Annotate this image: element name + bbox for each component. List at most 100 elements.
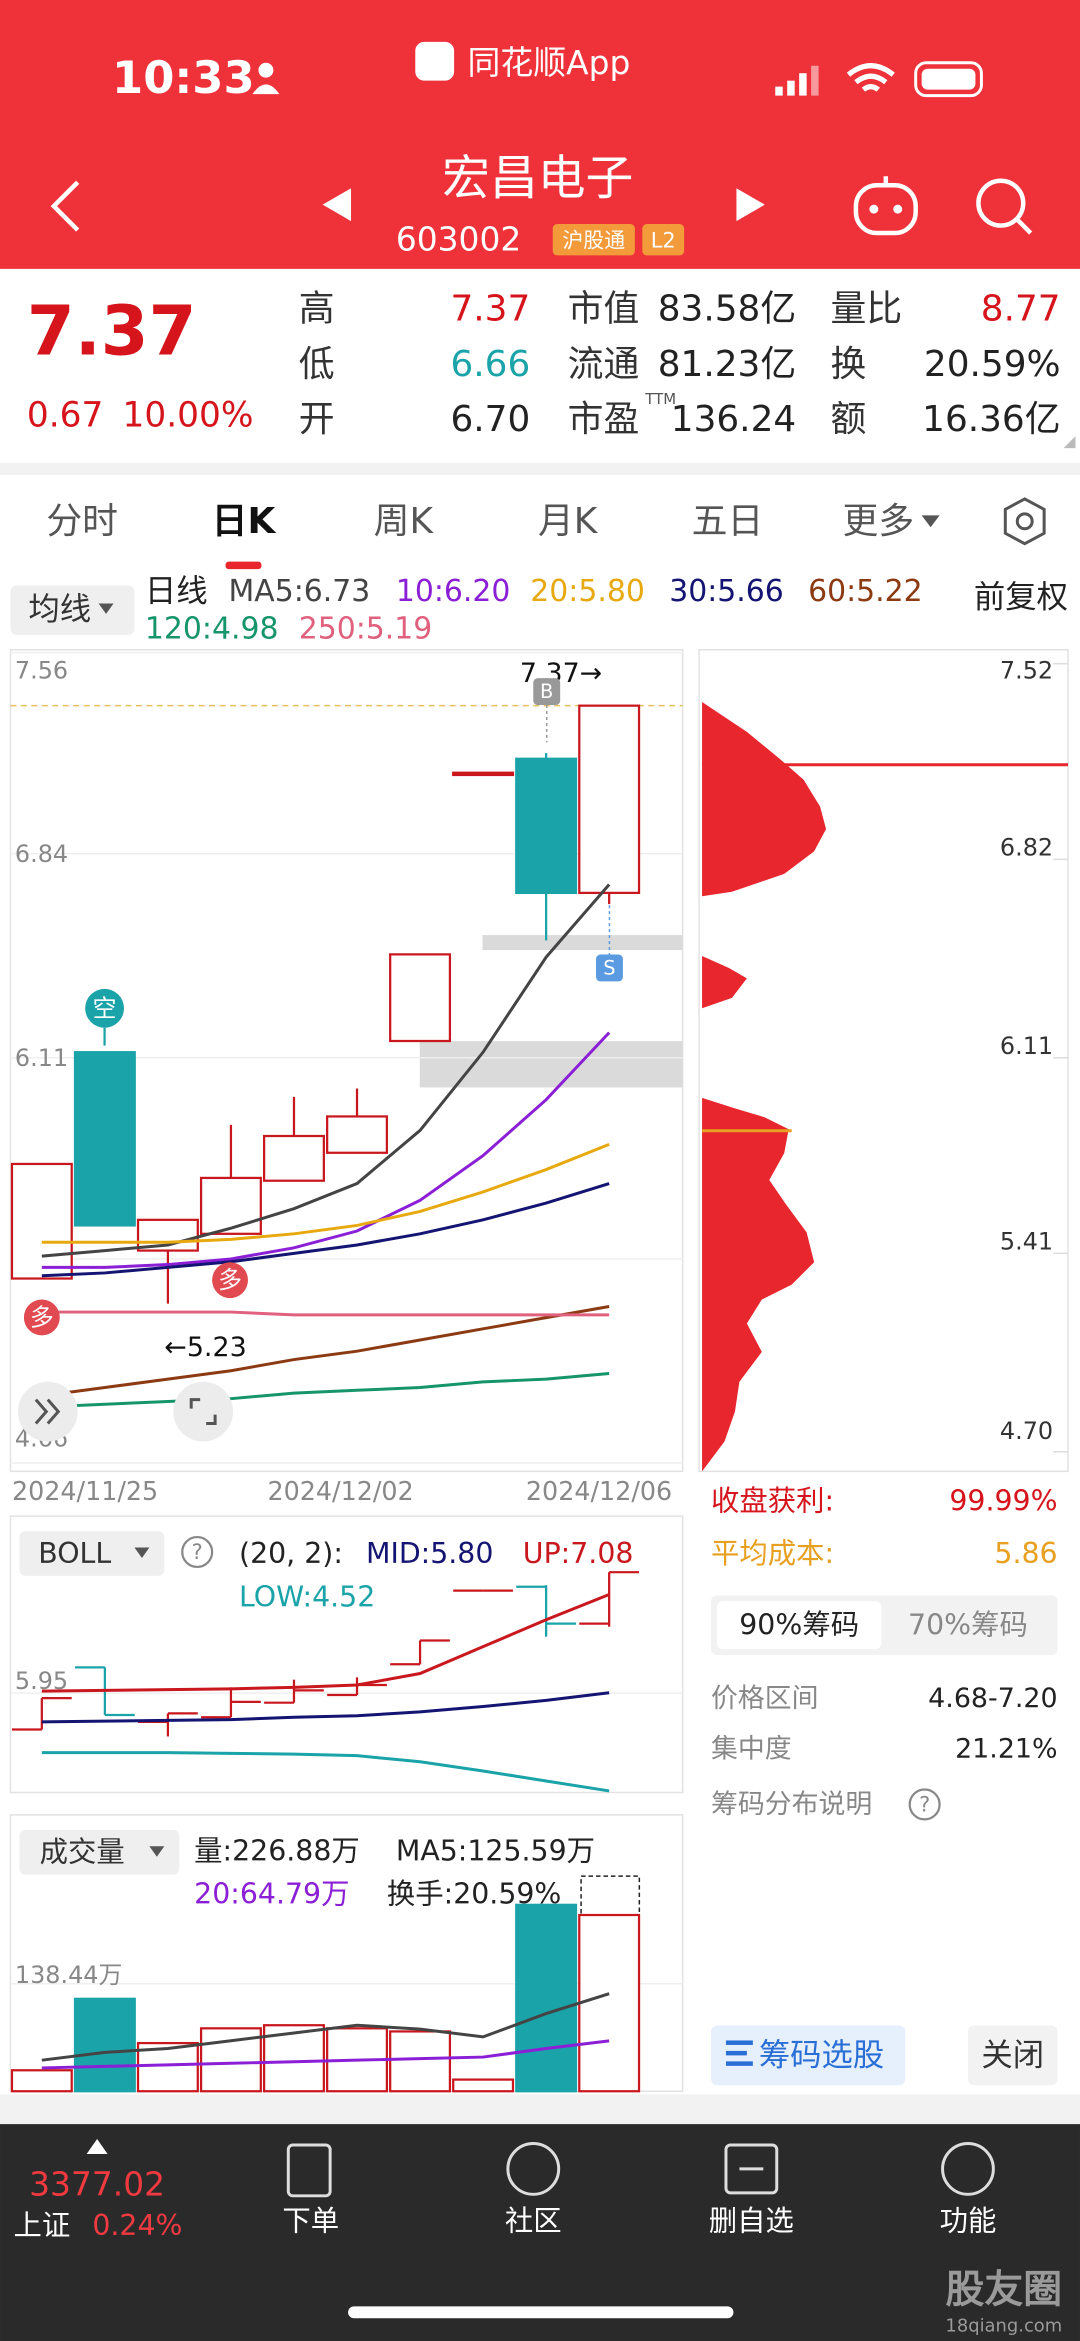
chip-tick-label: 6.82 [1000,833,1053,861]
chip-profit-label: 收盘获利: [711,1485,834,1518]
volume-button-label[interactable]: 成交量 [40,1836,125,1869]
boll-button-label[interactable]: BOLL [38,1537,111,1570]
help-icon[interactable] [181,1535,214,1569]
y-tick-label: 6.11 [15,1044,68,1072]
ttm-label: TTM [644,390,676,408]
chip-cost: 5.86 [994,1537,1057,1570]
last-price: 7.37 [27,292,197,372]
community-icon[interactable] [506,2142,561,2196]
candle-body [262,1134,325,1182]
prev-stock[interactable] [322,188,352,222]
boll-button[interactable] [19,1531,165,1576]
stat-label: 低 [299,344,335,385]
chip-help[interactable]: 筹码分布说明 [711,1789,872,1820]
ma-line [41,1372,610,1409]
settings-button[interactable] [1003,497,1046,546]
remove-icon[interactable] [724,2143,779,2195]
close-button[interactable] [967,2025,1058,2086]
ma-line [41,1143,610,1244]
person-icon [258,62,274,78]
volume-ma-line [41,1992,610,2062]
boll-line [41,1691,610,1724]
index-value: 3377.02 [29,2164,165,2203]
chip-range-label: 价格区间 [711,1683,819,1714]
chip-close-label[interactable]: 关闭 [981,2037,1044,2073]
date-label: 2024/11/25 [12,1476,158,1506]
ma-legend: 20:5.80 [530,574,645,609]
app-name: 同花顺App [468,43,631,82]
chip-toggle-active[interactable] [717,1601,882,1650]
nav-label[interactable]: 功能 [940,2205,997,2238]
stat-label: 流通 [568,344,640,385]
signal-label: 多 [30,1303,54,1331]
nav-label[interactable]: 删自选 [709,2205,794,2238]
stock-tag [552,224,635,256]
adjust-label[interactable]: 前复权 [974,579,1068,615]
stat-value: 81.23亿 [658,344,796,385]
tab[interactable]: 分时 [46,501,118,542]
tab[interactable]: 更多 [843,501,915,542]
boll-legend: LOW:4.52 [239,1580,375,1613]
ma-button-label[interactable]: 均线 [28,591,91,627]
stat-label: 换 [831,344,867,385]
candle-body [73,1051,136,1227]
function-icon[interactable] [941,2142,995,2196]
next-stock[interactable] [736,188,765,222]
ma-line [41,883,611,1258]
person-icon [252,84,280,95]
fullscreen-button[interactable] [173,1381,234,1442]
chip-select-label[interactable]: 筹码选股 [759,2037,884,2073]
search-button[interactable] [976,178,1033,235]
order-icon[interactable] [286,2143,332,2198]
ma-button[interactable] [10,585,135,635]
stock-name: 宏昌电子 [442,152,633,207]
candle-body [10,1162,73,1280]
stat-value: 6.70 [451,399,531,440]
index-arrow [86,2139,108,2154]
volume-legend: MA5:125.59万 [396,1834,595,1867]
chip-panel [698,649,1069,1473]
tab[interactable]: 日K [212,501,277,542]
stat-value: 8.77 [981,289,1061,330]
dropdown-arrow [149,1846,165,1857]
volume-bar [452,2078,515,2093]
stat-value: 7.37 [451,289,531,330]
chip-tick-label: 7.52 [1000,657,1053,685]
ma-legend: MA5:6.73 [229,574,371,609]
boll-panel [9,1515,684,1794]
candle-body [578,704,641,895]
volume-legend: 20:64.79万 [194,1878,349,1911]
chip-tab[interactable]: 90%筹码 [739,1609,859,1642]
tab[interactable]: 五日 [692,501,764,542]
wifi-icon [846,63,895,92]
stock-tag-label: L2 [651,228,676,252]
chip-select-button[interactable] [711,2025,906,2086]
stat-label: 市盈 [568,399,640,440]
nav-label[interactable]: 下单 [282,2205,339,2238]
robot-button[interactable] [853,176,918,236]
stat-label: 高 [299,289,335,330]
back-button[interactable] [50,180,80,232]
chip-tick-label: 6.11 [1000,1032,1053,1060]
volume-button[interactable] [19,1829,180,1875]
nav-label[interactable]: 社区 [505,2205,562,2238]
tab[interactable]: 月K [538,501,599,542]
volume-ma-line [41,2039,610,2070]
chip-tick-label: 5.41 [1000,1227,1053,1255]
chip-tab[interactable]: 70%筹码 [908,1609,1028,1642]
boll-line [41,1751,610,1793]
chip-distribution [702,702,827,1472]
watermark-site: 18qiang.com [945,2315,1062,2336]
dropdown-arrow [98,603,114,614]
candle-body [326,1115,389,1154]
price-zone [482,935,683,951]
help-icon[interactable] [908,1788,941,1821]
boll-help: ? [192,1540,203,1564]
signal-icon [775,65,819,96]
tab[interactable]: 周K [374,501,435,542]
signal-label: 空 [93,994,117,1022]
tab-indicator [225,561,262,570]
date-label: 2024/12/06 [526,1476,672,1506]
signal-label: S [603,956,615,979]
